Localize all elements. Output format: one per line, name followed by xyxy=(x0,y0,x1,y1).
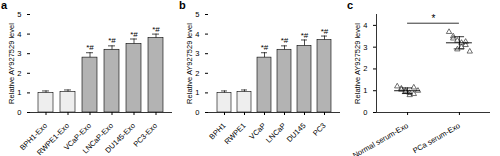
html-text:c: c xyxy=(347,0,354,11)
svg-text:VCaP: VCaP xyxy=(247,121,268,142)
svg-text:4: 4 xyxy=(363,21,367,30)
svg-text:*: * xyxy=(432,13,436,24)
svg-text:3: 3 xyxy=(363,43,367,52)
svg-text:BPH1-Exo: BPH1-Exo xyxy=(18,121,50,153)
svg-text:*#: *# xyxy=(321,27,329,36)
svg-text:0: 0 xyxy=(195,108,199,117)
svg-text:1: 1 xyxy=(17,88,21,97)
svg-text:VCaP-Exo: VCaP-Exo xyxy=(62,121,94,153)
svg-text:DU145-Exo: DU145-Exo xyxy=(103,121,137,155)
svg-text:Relative AY927529 level: Relative AY927529 level xyxy=(7,23,16,104)
svg-text:*#: *# xyxy=(86,43,94,52)
svg-text:PCa serum-Exo: PCa serum-Exo xyxy=(411,121,461,155)
svg-text:2: 2 xyxy=(195,69,199,78)
svg-text:3: 3 xyxy=(195,49,199,58)
svg-text:*#: *# xyxy=(108,36,116,45)
svg-text:*#: *# xyxy=(130,30,138,39)
svg-text:*#: *# xyxy=(261,43,269,52)
svg-text:RWPE1: RWPE1 xyxy=(222,121,247,146)
svg-text:*#: *# xyxy=(281,36,289,45)
svg-text:0: 0 xyxy=(363,108,367,117)
svg-text:2: 2 xyxy=(17,69,21,78)
svg-text:Relative AY927529 level: Relative AY927529 level xyxy=(185,23,194,104)
svg-text:5: 5 xyxy=(195,10,199,19)
svg-text:3: 3 xyxy=(17,49,21,58)
svg-text:4: 4 xyxy=(17,29,21,38)
svg-text:Normal serum-Exo: Normal serum-Exo xyxy=(351,121,410,156)
html-text:a: a xyxy=(1,0,8,11)
svg-text:5: 5 xyxy=(17,10,21,19)
svg-text:*#: *# xyxy=(301,31,309,40)
svg-text:BPH1: BPH1 xyxy=(207,121,228,142)
svg-text:*#: *# xyxy=(152,25,160,34)
svg-text:4: 4 xyxy=(195,29,199,38)
svg-text:PC3: PC3 xyxy=(311,121,328,138)
svg-text:1: 1 xyxy=(195,88,199,97)
svg-text:LNCaP: LNCaP xyxy=(264,121,287,144)
svg-text:1: 1 xyxy=(363,86,367,95)
svg-text:DU145: DU145 xyxy=(285,121,308,144)
svg-text:LNCaP-Exo: LNCaP-Exo xyxy=(80,121,116,156)
html-text:b: b xyxy=(179,0,186,11)
svg-text:0: 0 xyxy=(17,108,21,117)
svg-text:Relative AY927529 level: Relative AY927529 level xyxy=(353,23,362,104)
svg-text:2: 2 xyxy=(363,64,367,73)
svg-text:PC3-Exo: PC3-Exo xyxy=(132,121,160,149)
